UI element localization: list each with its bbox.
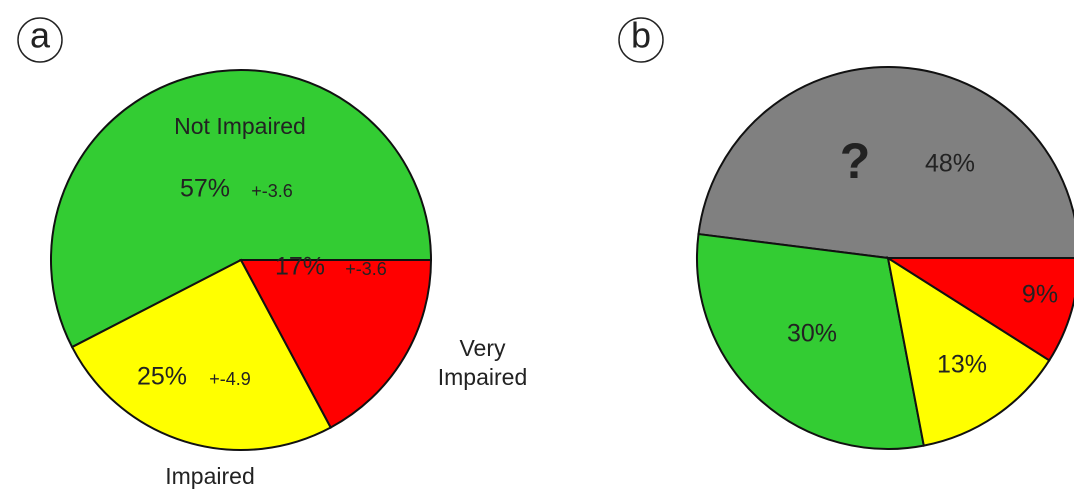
value-label: 9% [1022, 281, 1058, 309]
panel-badge [17, 17, 63, 63]
value-label: 13% [937, 351, 987, 379]
category-label: ? [840, 133, 871, 189]
value-label: 17% [275, 253, 325, 281]
value-label: 25% [137, 363, 187, 391]
error-label: +-3.6 [251, 181, 293, 201]
value-label: 30% [787, 320, 837, 348]
pie-slice [50, 69, 433, 349]
panel-label: b [631, 15, 651, 56]
pie-slice [886, 255, 1051, 447]
pie-slice [696, 232, 925, 450]
category-label: Very Impaired [437, 335, 528, 390]
pie-slice [239, 259, 433, 429]
category-label: Not Impaired [174, 113, 306, 139]
panel-label: a [30, 15, 51, 56]
value-label: 48% [925, 150, 975, 178]
error-label: +-3.6 [345, 259, 387, 279]
category-label: Impaired [165, 463, 254, 489]
value-label: 57% [180, 175, 230, 203]
pie-slice [697, 66, 1074, 259]
panel-badge [618, 17, 664, 63]
error-label: +-4.9 [209, 369, 251, 389]
pie-slice [884, 257, 1074, 362]
